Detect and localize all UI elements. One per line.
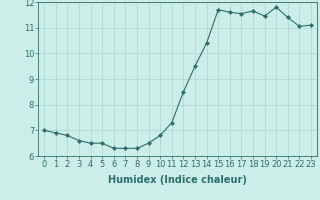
X-axis label: Humidex (Indice chaleur): Humidex (Indice chaleur) xyxy=(108,175,247,185)
